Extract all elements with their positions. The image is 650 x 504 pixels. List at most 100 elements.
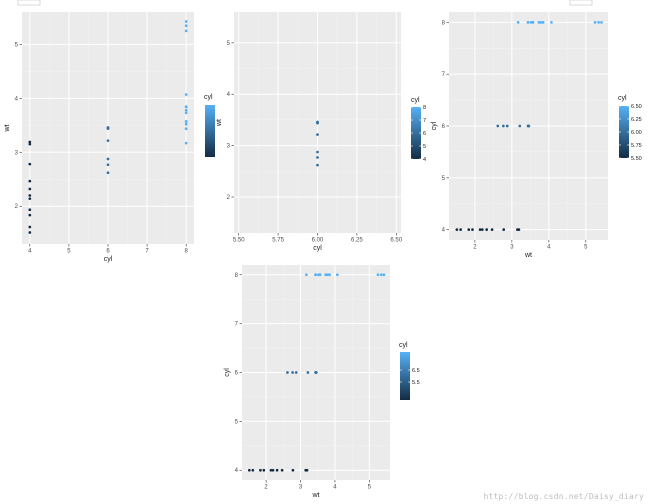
data-point: [382, 273, 386, 277]
data-point: [478, 228, 482, 231]
legend-tick-label: 6.5: [412, 368, 420, 374]
data-point: [28, 197, 32, 201]
data-point: [316, 121, 319, 125]
data-point: [184, 111, 188, 115]
x-tick-label: 5: [584, 245, 588, 251]
data-point: [184, 127, 188, 131]
x-tick-label: 2: [473, 245, 477, 251]
legend-title: cyl: [411, 97, 420, 104]
data-point: [539, 21, 543, 24]
legend-colorbar: [619, 106, 629, 158]
y-tick-label: 5: [227, 41, 231, 47]
x-tick-label: 8: [185, 249, 189, 255]
data-point: [106, 139, 110, 143]
data-point: [28, 225, 32, 229]
data-point: [28, 179, 32, 183]
data-point: [106, 171, 110, 175]
x-tick-label: 3: [510, 245, 514, 251]
data-point: [531, 21, 535, 24]
y-tick-label: 5: [442, 176, 446, 182]
y-tick-label: 6: [442, 124, 446, 130]
data-point: [455, 228, 459, 231]
data-point: [184, 120, 188, 123]
watermark: http://blog.csdn.net/Daisy_diary: [483, 492, 644, 501]
legend-tick-label: 5.75: [631, 143, 642, 149]
data-point: [304, 468, 308, 472]
y-tick-label: 3: [227, 144, 231, 150]
data-point: [541, 21, 545, 24]
x-axis-title: wt: [312, 492, 320, 499]
corner-mark-left: [17, 0, 41, 6]
data-point: [28, 162, 32, 166]
data-point: [184, 93, 188, 96]
y-tick-label: 4: [442, 228, 446, 234]
x-tick-label: 5.50: [233, 238, 245, 244]
x-tick-label: 2: [264, 485, 268, 491]
data-point: [316, 150, 319, 154]
y-tick-label: 2: [227, 195, 231, 201]
data-point: [316, 163, 319, 167]
data-point: [318, 273, 322, 277]
data-point: [271, 468, 275, 472]
y-tick-label: 4: [227, 92, 231, 98]
y-tick-label: 3: [15, 150, 19, 156]
data-point: [314, 371, 318, 374]
data-point: [294, 371, 298, 374]
legend-tick-label: 8: [423, 105, 426, 111]
data-point: [286, 371, 289, 374]
data-point: [490, 228, 494, 231]
legend-colorbar: [411, 107, 421, 159]
y-tick-label: 5: [235, 419, 239, 425]
x-tick-label: 5: [67, 249, 71, 255]
data-point: [516, 21, 520, 24]
legend-tick-label: 6.50: [631, 104, 642, 110]
x-tick-label: 6.50: [390, 238, 402, 244]
x-tick-label: 3: [299, 485, 303, 491]
legend-colorbar: [205, 105, 215, 157]
data-point: [376, 273, 380, 277]
y-tick-label: 8: [235, 273, 239, 279]
legend-tick-label: 6.00: [631, 130, 642, 136]
x-axis-title: cyl: [313, 245, 322, 252]
data-point: [28, 231, 32, 234]
data-point: [471, 228, 474, 231]
x-tick-label: 4: [28, 249, 32, 255]
data-point: [291, 468, 295, 472]
data-point: [537, 21, 541, 24]
legend-colorbar: [400, 352, 410, 400]
data-point: [502, 124, 505, 128]
legend-tick-label: 5.5: [412, 380, 420, 386]
data-point: [518, 124, 522, 128]
data-point: [328, 273, 331, 277]
data-point: [280, 468, 284, 472]
data-point: [600, 21, 603, 24]
data-point: [379, 273, 383, 277]
chart-3: 2 3 4 5 4 5 6 7 8 wt cyl cyl 5.50 5.75 6.00 6.25 6.50: [431, 12, 642, 259]
y-axis-title: wt: [4, 124, 11, 132]
x-tick-label: 7: [145, 249, 149, 255]
x-axis-title: cyl: [104, 256, 113, 263]
data-point: [259, 468, 262, 472]
data-point: [28, 213, 32, 217]
data-point: [106, 127, 110, 130]
data-point: [291, 371, 294, 374]
y-tick-label: 7: [442, 72, 446, 78]
data-point: [316, 156, 319, 159]
data-point: [306, 371, 310, 374]
data-point: [597, 21, 600, 24]
data-point: [485, 228, 489, 231]
data-point: [269, 468, 273, 472]
y-tick-label: 8: [442, 20, 446, 26]
legend-tick-label: 6.25: [631, 117, 642, 123]
data-point: [106, 157, 110, 161]
y-axis-title: wt: [216, 119, 223, 127]
x-tick-label: 6.00: [312, 238, 324, 244]
legend-title: cyl: [618, 95, 627, 102]
data-point: [28, 140, 32, 144]
legend-title: cyl: [399, 342, 408, 349]
data-point: [550, 21, 553, 24]
data-point: [459, 228, 462, 231]
data-point: [247, 468, 251, 472]
data-point: [28, 187, 32, 191]
